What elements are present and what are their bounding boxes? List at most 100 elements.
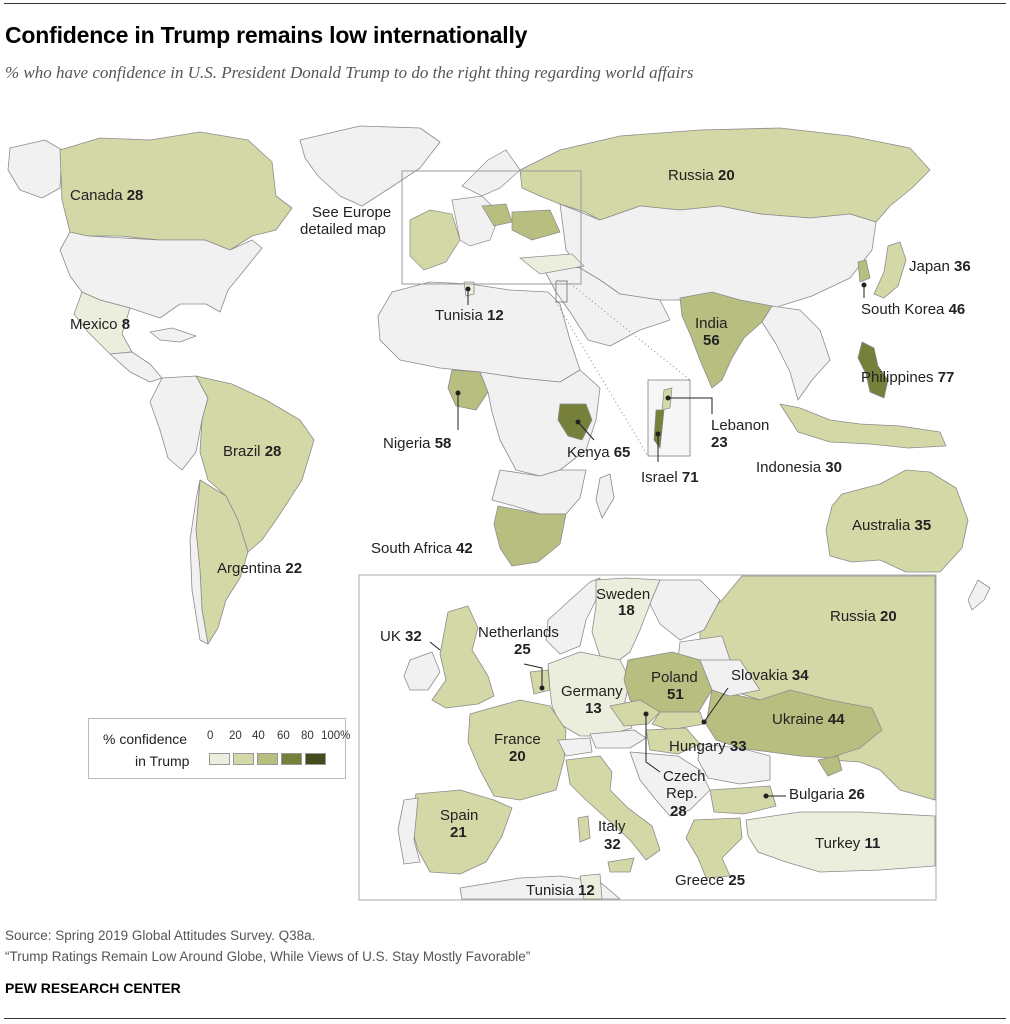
kenya-leader: [577, 421, 595, 441]
eu-label-france-name: France: [494, 731, 541, 748]
eu-label-italy-name: Italy: [598, 818, 626, 835]
eu-switzerland-shape: [557, 737, 593, 757]
europe-inset-locator: [401, 170, 582, 285]
nw-south-america-shape: [149, 375, 209, 471]
central-america-shape: [109, 351, 163, 383]
kenya-shape: [557, 403, 593, 441]
south-korea-dot: [861, 282, 867, 288]
eu-turkey-shape: [745, 811, 936, 873]
eu-label-sweden-value: 18: [618, 602, 635, 619]
label-south-korea: South Korea 46: [861, 301, 965, 318]
eu-sweden-shape: [591, 577, 661, 665]
chile-shape: [189, 479, 209, 645]
eu-netherlands-shape: [529, 669, 551, 695]
label-indonesia: Indonesia 30: [756, 459, 842, 476]
europe-mini-turkey-shape: [519, 253, 585, 275]
lebanon-leader: [668, 397, 713, 414]
tunisia-dot: [465, 286, 471, 292]
eu-label-turkey: Turkey 11: [815, 835, 880, 852]
legend-bin-20-40: [233, 753, 254, 765]
report-title-note: “Trump Ratings Remain Low Around Globe, …: [5, 949, 531, 964]
legend-tick: 0: [207, 730, 214, 742]
india-shape: [679, 291, 773, 389]
kenya-dot: [575, 419, 581, 425]
legend-tick: 100%: [321, 730, 351, 742]
eu-spain-shape: [409, 789, 513, 875]
eu-greece-shape: [685, 817, 743, 879]
eu-bulgaria-shape: [709, 785, 777, 815]
eu-label-hungary: Hungary 33: [669, 738, 747, 755]
eu-uk-shape: [431, 605, 495, 709]
eu-norway-shape: [545, 577, 601, 655]
legend-bin-40-60: [257, 753, 278, 765]
legend-tick: 80: [301, 730, 314, 742]
eu-label-spain-value: 21: [450, 824, 467, 841]
eu-label-germany-value: 13: [585, 700, 602, 717]
eu-label-netherlands-value: 25: [514, 641, 531, 658]
eu-belarus-shape: [699, 659, 761, 697]
eu-hungary-shape: [645, 727, 701, 755]
central-africa-shape: [479, 369, 601, 477]
eu-ireland-shape: [403, 651, 441, 691]
eu-label-france-value: 20: [509, 748, 526, 765]
scandinavia-mini-shape: [461, 149, 521, 197]
label-canada: Canada 28: [70, 187, 143, 204]
legend-tick: 40: [252, 730, 265, 742]
legend-tick: 60: [277, 730, 290, 742]
israel-inset-shape: [653, 409, 665, 449]
eu-label-tunisia: Tunisia 12: [526, 882, 595, 899]
legend-bin-60-80: [281, 753, 302, 765]
pew-logo-text: PEW RESEARCH CENTER: [5, 980, 181, 996]
legend-bin-0-20: [209, 753, 230, 765]
southern-africa-shape: [491, 469, 587, 515]
label-kenya: Kenya 65: [567, 444, 630, 461]
eu-label-czech-1: Czech: [663, 768, 706, 785]
label-tunisia: Tunisia 12: [435, 307, 504, 324]
page-title: Confidence in Trump remains low internat…: [5, 22, 528, 48]
label-australia: Australia 35: [852, 517, 931, 534]
europe-mini-ukraine-shape: [511, 209, 561, 241]
eu-tunisia-shape: [579, 873, 603, 900]
eu-italy-shape: [565, 755, 661, 861]
eu-slovakia-shape: [651, 711, 705, 731]
eu-finland-shape: [649, 579, 721, 641]
label-see-europe-2: detailed map: [300, 221, 386, 238]
australia-shape: [825, 469, 969, 573]
netherlands-dot: [539, 685, 545, 691]
source-note: Source: Spring 2019 Global Attitudes Sur…: [5, 928, 316, 943]
czech-dot: [643, 711, 649, 717]
japan-shape: [873, 241, 907, 299]
eu-label-sweden-name: Sweden: [596, 586, 650, 603]
label-lebanon-name: Lebanon: [711, 417, 769, 434]
south-korea-shape: [857, 259, 871, 283]
eu-sardinia-shape: [577, 815, 591, 843]
eu-sicily-shape: [607, 857, 635, 873]
eu-label-italy-value: 32: [604, 836, 621, 853]
alaska-shape: [7, 139, 63, 199]
se-asia-shape: [761, 305, 831, 401]
legend-title-line1: % confidence: [103, 731, 188, 747]
brazil-shape: [195, 375, 315, 553]
slovakia-leader: [703, 687, 729, 723]
europe-detail-map: Sweden 18 Russia 20 UK 32 Netherlands 25…: [358, 574, 937, 901]
eu-label-uk: UK 32: [380, 628, 422, 645]
eu-crimea-shape: [817, 755, 843, 777]
eu-label-poland-name: Poland: [651, 669, 698, 686]
label-lebanon-value: 23: [711, 434, 728, 451]
label-nigeria: Nigeria 58: [383, 435, 451, 452]
eu-label-czech-value: 28: [670, 803, 687, 820]
israel-dot: [655, 431, 661, 437]
eu-austria-shape: [589, 729, 647, 749]
label-india-value: 56: [703, 332, 720, 349]
eu-label-czech-2: Rep.: [666, 785, 698, 802]
madagascar-shape: [595, 473, 615, 519]
label-mexico: Mexico 8: [70, 316, 130, 333]
eu-label-poland-value: 51: [667, 686, 684, 703]
legend-tick: 20: [229, 730, 242, 742]
czech-leader: [645, 714, 661, 773]
middle-east-shape: [539, 261, 671, 347]
caribbean-shape: [149, 327, 197, 343]
new-zealand-shape: [967, 579, 991, 611]
eu-label-spain-name: Spain: [440, 807, 478, 824]
philippines-shape: [857, 341, 889, 399]
